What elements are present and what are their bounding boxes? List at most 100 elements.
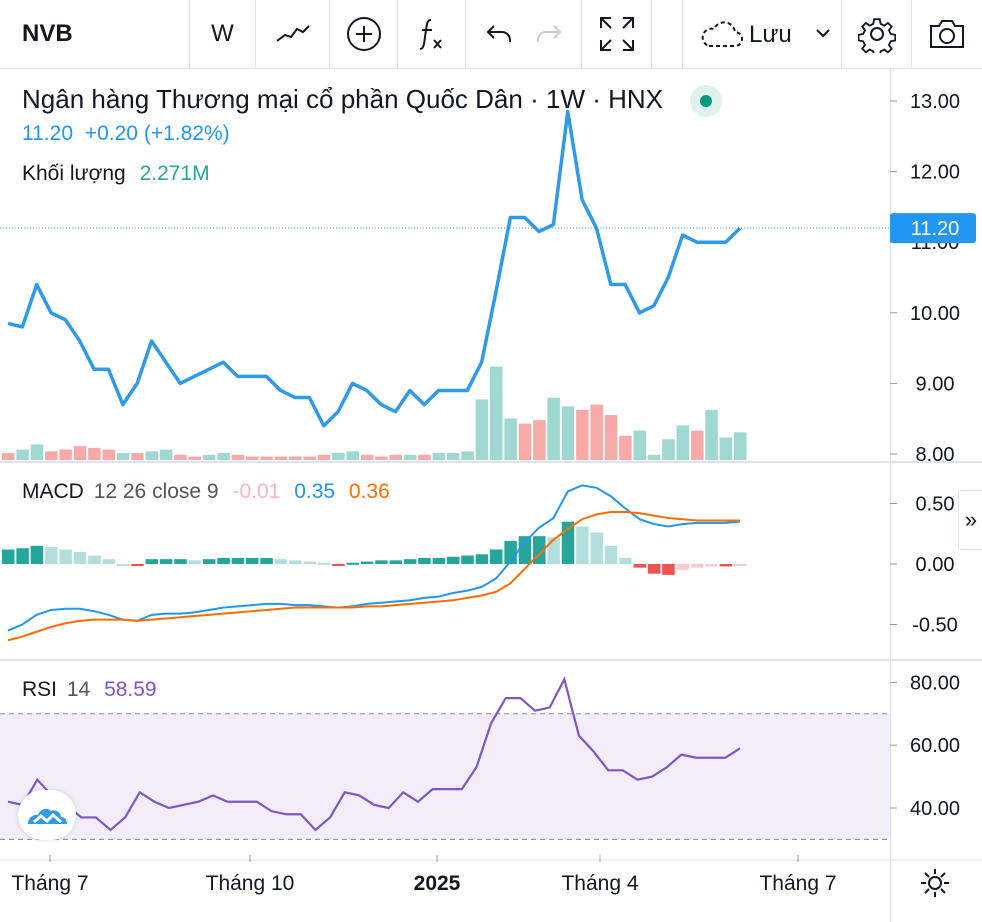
volume-bar	[274, 456, 288, 460]
interval-label: 1W	[545, 84, 585, 114]
rsi-band	[0, 713, 890, 840]
volume-bar	[360, 454, 374, 460]
undo-redo-group	[466, 0, 582, 68]
volume-bar	[59, 449, 72, 460]
exchange-label: HNX	[608, 84, 664, 114]
time-axis-label: 2025	[414, 872, 461, 895]
macd-histogram-bar	[145, 559, 159, 564]
add-indicator-button[interactable]	[330, 0, 398, 68]
macd-histogram-bar	[246, 557, 259, 564]
macd-hist-value: -0.01	[232, 480, 281, 503]
macd-histogram-bar	[662, 564, 675, 575]
undo-icon[interactable]	[484, 20, 514, 48]
volume-bar	[159, 449, 173, 460]
symbol-search-button[interactable]: NVB	[0, 0, 190, 68]
volume-bar	[389, 454, 403, 460]
chart-type-button[interactable]	[256, 0, 330, 68]
indicators-button[interactable]	[398, 0, 466, 68]
top-toolbar: NVB W Lưu	[0, 0, 982, 69]
settings-button[interactable]	[842, 0, 912, 68]
screenshot-button[interactable]	[912, 0, 982, 68]
macd-histogram-bar	[576, 526, 589, 564]
axis-settings-icon[interactable]	[918, 866, 952, 900]
price-tick-label: 13.00	[910, 91, 960, 113]
timeframe-button[interactable]: W	[190, 0, 256, 68]
macd-histogram-bar	[676, 564, 690, 571]
volume-legend: Khối lượng 2.271M	[22, 162, 210, 186]
volume-value: 2.271M	[139, 162, 210, 185]
macd-signal-value: 0.36	[348, 480, 390, 503]
macd-histogram-bar	[73, 551, 87, 564]
rsi-tick-label: 40.00	[910, 798, 960, 820]
volume-bar	[662, 439, 675, 460]
last-price-label: 11.20	[911, 218, 960, 240]
volume-bar	[647, 454, 661, 460]
macd-histogram-bar	[432, 557, 446, 564]
macd-histogram-bar	[389, 560, 403, 564]
gear-icon	[857, 18, 896, 53]
volume-bar	[547, 397, 560, 460]
macd-histogram-bar	[217, 557, 230, 564]
volume-bar	[289, 456, 302, 460]
macd-legend: MACD 12 26 close 9 -0.01 0.35 0.36	[22, 480, 390, 504]
macd-histogram-bar	[303, 561, 316, 564]
cloud-icon	[701, 21, 743, 47]
volume-bar	[116, 453, 130, 460]
macd-histogram-bar	[690, 564, 704, 568]
redo-icon[interactable]	[534, 20, 564, 48]
function-icon	[419, 19, 442, 50]
macd-histogram-bar	[260, 557, 273, 564]
volume-bar	[719, 437, 733, 460]
last-price: 11.20	[22, 122, 73, 145]
volume-bar	[145, 451, 159, 460]
volume-bar	[533, 420, 546, 460]
macd-histogram-bar	[131, 564, 144, 566]
volume-bar	[461, 451, 474, 460]
volume-bar	[202, 454, 216, 460]
price-legend: 11.20 +0.20 (+1.82%)	[22, 122, 230, 146]
price-tick-label: 9.00	[916, 373, 955, 395]
macd-histogram-bar	[619, 557, 632, 564]
line-chart-icon	[275, 25, 310, 42]
volume-bar	[619, 435, 632, 460]
macd-histogram-bar	[633, 564, 647, 568]
volume-bar	[504, 418, 517, 460]
volume-bar	[2, 453, 15, 460]
last-price-badge	[890, 213, 976, 244]
volume-bar	[475, 399, 489, 460]
macd-histogram-bar	[116, 564, 130, 566]
macd-histogram-bar	[30, 545, 44, 564]
tradingview-logo[interactable]	[18, 790, 76, 840]
time-axis-label: Tháng 10	[206, 872, 295, 895]
macd-histogram-bar	[719, 564, 733, 567]
volume-bar	[676, 425, 690, 460]
price-change: +0.20	[84, 122, 138, 145]
macd-tick-label: -0.50	[912, 615, 958, 637]
symbol-legend: Ngân hàng Thương mại cổ phần Quốc Dân · …	[22, 84, 723, 118]
macd-histogram-bar	[202, 559, 216, 564]
volume-bar	[102, 449, 115, 460]
time-axis-label: Tháng 7	[759, 872, 836, 895]
volume-bar	[317, 454, 331, 460]
volume-bar	[375, 456, 388, 460]
macd-tick-label: 0.00	[916, 554, 955, 576]
volume-bar	[303, 456, 316, 460]
volume-bar	[418, 454, 431, 460]
volume-bar	[246, 456, 259, 460]
market-status-icon[interactable]	[690, 85, 723, 118]
volume-bar	[231, 454, 245, 460]
macd-histogram-bar	[590, 532, 603, 564]
macd-signal-line	[7, 510, 740, 642]
volume-bar	[690, 430, 704, 460]
macd-line-value: 0.35	[294, 480, 336, 503]
macd-histogram-bar	[705, 564, 718, 567]
volume-bar	[403, 454, 417, 460]
camera-icon	[930, 20, 964, 48]
volume-bar	[346, 451, 359, 460]
fullscreen-button[interactable]	[582, 0, 652, 68]
expand-panel-button[interactable]: »	[958, 490, 982, 550]
chart-area[interactable]: Tháng 7 Tháng 10 2025 Tháng 4 Tháng 7 13.00 12…	[0, 69, 982, 922]
price-tick-label: 8.00	[916, 444, 955, 466]
save-button[interactable]: Lưu	[682, 0, 842, 68]
volume-bar	[633, 430, 647, 460]
